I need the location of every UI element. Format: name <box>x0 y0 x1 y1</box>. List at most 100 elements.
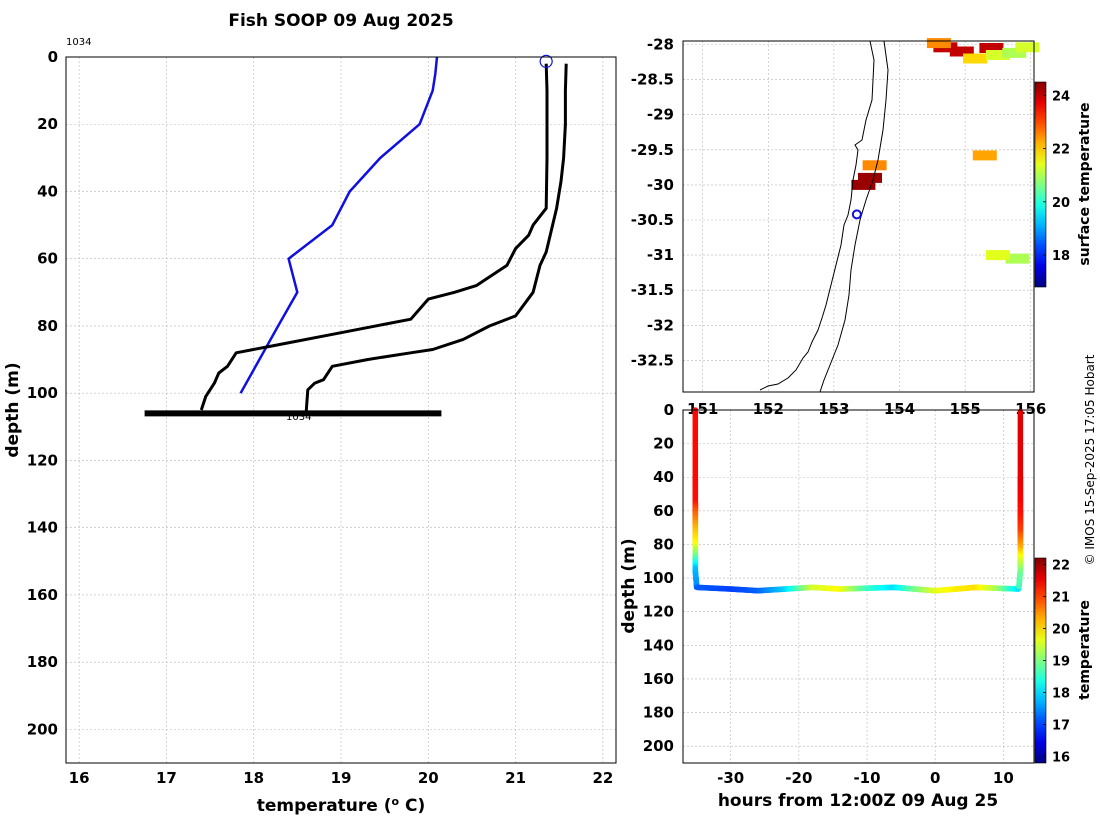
profile-x-axis-label: temperature (o C) <box>257 795 426 817</box>
map-colorbar-tick-label: 24 <box>1052 89 1070 104</box>
profile-x-tick-label: 20 <box>418 769 439 787</box>
profile-y-axis-label: depth (m) <box>3 362 23 457</box>
section-y-tick-label: 200 <box>643 737 674 755</box>
map-lat-tick-label: -28.5 <box>631 71 674 89</box>
profile-x-tick-label: 18 <box>243 769 264 787</box>
section-y-tick-label: 60 <box>653 502 674 520</box>
section-y-tick-label: 80 <box>653 535 674 553</box>
profile-y-tick-label: 160 <box>27 586 58 604</box>
section-x-tick-label: 10 <box>993 769 1014 787</box>
profile-series-line-1 <box>199 63 549 411</box>
map-coastline <box>759 40 889 393</box>
section-y-tick-label: 20 <box>653 435 674 453</box>
section-y-tick-label: 40 <box>653 468 674 486</box>
profile-y-tick-label: 40 <box>37 182 58 200</box>
sst-patch <box>963 53 987 64</box>
profile-series <box>144 54 568 417</box>
profile-y-tick-label: 200 <box>27 720 58 738</box>
x-label-degree: o <box>392 795 400 808</box>
sst-patch <box>926 38 951 49</box>
sst-patch <box>858 172 882 183</box>
map-lon-tick-label: 152 <box>753 400 784 418</box>
map-lat-tick-label: -28 <box>647 36 674 54</box>
section-x-axis-label: hours from 12:00Z 09 Aug 25 <box>718 791 998 811</box>
profile-x-tick-label: 16 <box>69 769 90 787</box>
map-lat-tick-label: -30.5 <box>631 211 674 229</box>
sst-patch <box>972 150 997 161</box>
map-colorbar-tick-label: 18 <box>1052 249 1070 264</box>
map-lat-tick-label: -30 <box>647 176 674 194</box>
map-colorbar-label: surface temperature <box>1077 102 1093 265</box>
profile-x-tick-label: 19 <box>331 769 352 787</box>
map-colorbar <box>1034 81 1047 288</box>
section-axes-frame <box>682 409 1035 764</box>
profile-x-tick-label: 17 <box>156 769 177 787</box>
map-lon-tick-label: 151 <box>687 400 718 418</box>
map-lon-tick-label: 153 <box>818 400 849 418</box>
section-y-tick-label: 0 <box>664 401 674 419</box>
section-colorbar-tick-label: 20 <box>1052 622 1070 637</box>
profile-y-tick-label: 80 <box>37 317 58 335</box>
section-y-axis-label: depth (m) <box>619 538 639 633</box>
map-lat-tick-label: -29 <box>647 106 674 124</box>
map-axes-frame <box>682 40 1035 393</box>
section-colorbar-tick-label: 18 <box>1052 687 1070 702</box>
sst-patch <box>1005 253 1030 264</box>
map-position-marker <box>851 209 862 220</box>
coastline-path <box>759 40 875 391</box>
section-x-tick-label: 0 <box>930 769 940 787</box>
profile-grid <box>66 56 616 763</box>
profile-surface-marker <box>539 54 553 68</box>
section-colorbar-tick-label: 17 <box>1052 719 1070 734</box>
profile-series-line-0 <box>239 56 439 394</box>
section-colorbar-ticks: 16 17 18 19 20 21 22 <box>1043 558 1070 766</box>
credit-text: © IMOS 15-Sep-2025 17:05 Hobart <box>1083 354 1097 565</box>
sst-patch <box>1015 42 1040 53</box>
sst-patch <box>985 50 1010 60</box>
map-sst-patches <box>851 38 1040 264</box>
map-colorbar-tick-label: 20 <box>1052 196 1070 211</box>
map-colorbar-ticks: 18 20 22 24 <box>1043 89 1070 264</box>
map-lon-tick-label: 155 <box>949 400 980 418</box>
profile-bottom-label: 1034 <box>286 412 311 423</box>
profile-y-tick-label: 100 <box>27 384 58 402</box>
map-lat-tick-label: -32.5 <box>631 351 674 369</box>
profile-y-tick-label: 180 <box>27 653 58 671</box>
profile-ticks: 16 17 18 19 20 21 22 0 20 40 60 80 100 120 140 160 180 20… <box>27 48 614 787</box>
map-lat-tick-label: -31.5 <box>631 281 674 299</box>
section-colorbar-label: temperature <box>1077 600 1093 700</box>
section-colorbar-tick-label: 21 <box>1052 590 1070 605</box>
sst-patch <box>985 250 1010 261</box>
section-colorbar-tick-label: 19 <box>1052 655 1070 670</box>
section-x-tick-label: -20 <box>785 769 812 787</box>
profile-axes-frame <box>65 56 617 764</box>
map-lat-tick-label: -29.5 <box>631 141 674 159</box>
section-y-tick-label: 120 <box>643 603 674 621</box>
x-label-head: temperature ( <box>257 796 392 816</box>
shelf-edge-path <box>819 40 889 393</box>
section-x-tick-label: -30 <box>717 769 744 787</box>
sst-patch <box>949 46 974 57</box>
section-colorbar-tick-label: 22 <box>1052 558 1070 573</box>
profile-x-tick-label: 21 <box>505 769 526 787</box>
section-points <box>692 407 1024 594</box>
sst-patch <box>862 160 887 171</box>
section-colorbar-tick-label: 16 <box>1052 751 1070 766</box>
profile-series-line-2 <box>304 63 568 414</box>
x-label-tail: C) <box>399 796 425 816</box>
section-y-tick-label: 100 <box>643 569 674 587</box>
sst-patch <box>979 43 1004 53</box>
section-y-tick-label: 140 <box>643 636 674 654</box>
section-y-tick-label: 180 <box>643 704 674 722</box>
profile-x-tick-label: 22 <box>592 769 613 787</box>
profile-y-tick-label: 140 <box>27 519 58 537</box>
profile-y-tick-label: 0 <box>48 48 58 66</box>
sst-patch <box>1002 47 1027 58</box>
section-x-tick-label: -10 <box>853 769 880 787</box>
profile-chart-title: Fish SOOP 09 Aug 2025 <box>228 11 453 31</box>
map-colorbar-tick-label: 22 <box>1052 143 1070 158</box>
profile-top-label: 1034 <box>66 37 91 48</box>
map-grid <box>683 41 1034 392</box>
profile-y-tick-label: 120 <box>27 451 58 469</box>
